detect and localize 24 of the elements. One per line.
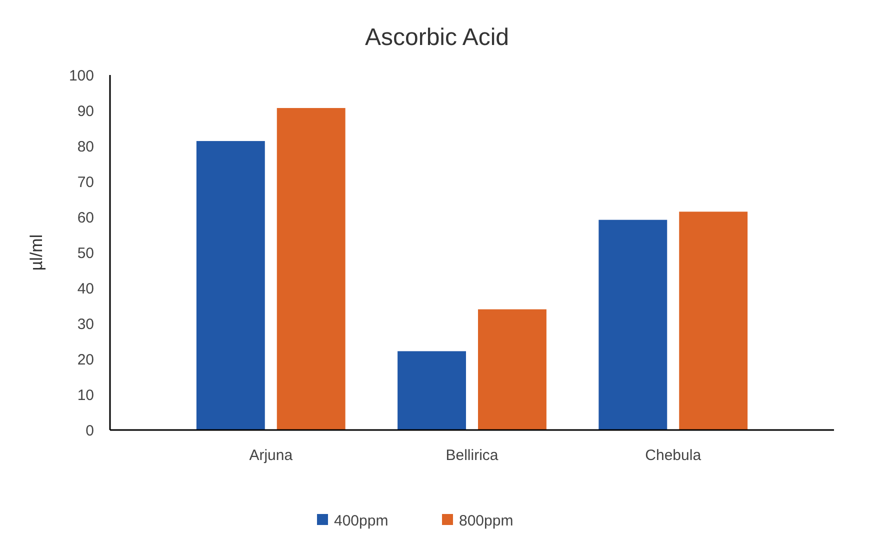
bar (398, 351, 466, 430)
y-tick-label: 90 (77, 102, 94, 120)
y-tick-label: 70 (77, 174, 94, 191)
y-axis-title: µl/ml (27, 234, 46, 271)
y-tick-label: 80 (77, 138, 94, 156)
x-tick-label: Chebula (645, 447, 702, 464)
bar (276, 108, 346, 430)
legend-label: 400ppm (334, 512, 388, 530)
y-tick-label: 60 (77, 209, 94, 226)
y-tick-label: 20 (77, 351, 94, 368)
x-tick-label: Bellirica (446, 447, 499, 464)
chart-title: Ascorbic Acid (364, 24, 510, 51)
y-tick-label: 30 (77, 316, 94, 333)
y-tick-label: 40 (77, 280, 94, 298)
x-tick-label: Arjuna (249, 447, 294, 464)
bar (478, 309, 546, 430)
y-tick-label: 10 (77, 386, 94, 404)
legend-label: 800ppm (459, 512, 514, 530)
bar (196, 141, 265, 430)
y-tick-label: 100 (68, 67, 94, 84)
y-tick-label: 50 (77, 244, 94, 262)
bar (598, 220, 668, 430)
y-tick-label: 0 (86, 422, 94, 440)
bar (679, 212, 748, 430)
